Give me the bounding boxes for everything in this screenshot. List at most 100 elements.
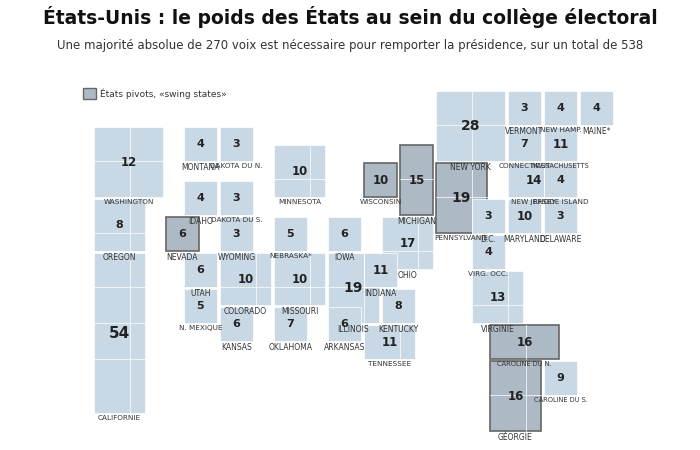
Text: MISSOURI: MISSOURI <box>281 307 318 316</box>
Text: D.C.: D.C. <box>481 235 496 244</box>
Text: KENTUCKY: KENTUCKY <box>379 325 419 334</box>
Text: CAROLINE DU N.: CAROLINE DU N. <box>497 361 552 367</box>
Text: OHIO: OHIO <box>398 271 417 280</box>
Text: MASSACHUSETTS: MASSACHUSETTS <box>531 163 589 169</box>
Text: WYOMING: WYOMING <box>218 253 256 262</box>
Bar <box>435 163 487 233</box>
Bar <box>363 163 398 197</box>
Bar <box>274 253 326 305</box>
Text: 11: 11 <box>552 138 568 150</box>
Bar <box>544 361 577 395</box>
Text: 12: 12 <box>120 156 136 168</box>
Bar <box>472 235 505 269</box>
Text: 10: 10 <box>517 210 533 222</box>
Text: 5: 5 <box>287 229 294 239</box>
Text: 4: 4 <box>197 193 204 203</box>
Bar <box>508 127 541 161</box>
Text: RHODE ISLAND: RHODE ISLAND <box>533 199 588 205</box>
Bar <box>94 127 163 197</box>
Text: 15: 15 <box>408 174 425 186</box>
Text: 6: 6 <box>197 265 204 275</box>
Bar <box>382 217 433 269</box>
Text: 4: 4 <box>484 247 492 257</box>
Bar <box>220 127 253 161</box>
Text: 4: 4 <box>556 175 564 185</box>
Bar <box>166 217 200 251</box>
Bar <box>363 325 415 359</box>
Bar <box>489 325 559 359</box>
Text: MARYLAND: MARYLAND <box>503 235 546 244</box>
Bar <box>274 145 326 197</box>
Text: 14: 14 <box>525 174 542 186</box>
Text: 16: 16 <box>508 390 524 402</box>
Text: 13: 13 <box>489 291 505 303</box>
Text: NEBRASKA*: NEBRASKA* <box>269 253 312 259</box>
Bar <box>382 289 415 323</box>
Text: États-Unis : le poids des États au sein du collège électoral: États-Unis : le poids des États au sein … <box>43 6 657 28</box>
Text: 11: 11 <box>382 336 398 348</box>
Bar <box>489 361 541 431</box>
Text: 19: 19 <box>452 191 471 205</box>
Text: CAROLINE DU S.: CAROLINE DU S. <box>533 397 587 403</box>
Bar <box>544 127 577 161</box>
Text: CALIFORNIE: CALIFORNIE <box>98 415 141 421</box>
Text: KANSAS: KANSAS <box>221 343 252 352</box>
Text: 6: 6 <box>232 319 240 329</box>
Text: MINNESOTA: MINNESOTA <box>278 199 321 205</box>
Text: 8: 8 <box>116 220 123 230</box>
Text: 16: 16 <box>517 336 533 348</box>
Text: 10: 10 <box>372 174 389 186</box>
Text: 3: 3 <box>232 229 240 239</box>
Text: 17: 17 <box>400 237 416 249</box>
Text: VIRG. OCC.: VIRG. OCC. <box>468 271 509 277</box>
Text: 28: 28 <box>461 119 480 133</box>
Text: 3: 3 <box>521 103 528 113</box>
Bar <box>220 307 253 341</box>
Text: États pivots, «swing states»: États pivots, «swing states» <box>99 88 226 99</box>
Text: 19: 19 <box>344 281 363 295</box>
Text: MICHIGAN: MICHIGAN <box>397 217 436 226</box>
Bar <box>400 145 433 215</box>
Text: 6: 6 <box>178 229 186 239</box>
Bar <box>580 91 613 125</box>
Text: 5: 5 <box>197 301 204 311</box>
Text: 6: 6 <box>341 229 349 239</box>
Text: 4: 4 <box>197 139 204 149</box>
Bar <box>183 127 218 161</box>
Bar <box>183 181 218 215</box>
Text: DELAWARE: DELAWARE <box>539 235 582 244</box>
Bar <box>94 199 146 251</box>
Text: WASHINGTON: WASHINGTON <box>104 199 154 205</box>
Bar <box>183 253 218 287</box>
Text: NEVADA: NEVADA <box>167 253 198 262</box>
Text: DAKOTA DU N.: DAKOTA DU N. <box>210 163 262 169</box>
Text: 3: 3 <box>484 211 492 221</box>
Text: 3: 3 <box>232 139 240 149</box>
Text: NEW HAMP.: NEW HAMP. <box>540 127 582 133</box>
Text: IDAHO: IDAHO <box>188 217 213 226</box>
Bar <box>508 91 541 125</box>
Text: 3: 3 <box>556 211 564 221</box>
Bar <box>83 88 96 99</box>
Text: OKLAHOMA: OKLAHOMA <box>269 343 312 352</box>
Text: Une majorité absolue de 270 voix est nécessaire pour remporter la présidence, su: Une majorité absolue de 270 voix est néc… <box>57 39 643 52</box>
Text: 10: 10 <box>237 273 253 285</box>
Text: VIRGINIE: VIRGINIE <box>481 325 514 334</box>
Text: OREGON: OREGON <box>103 253 136 262</box>
Text: COLORADO: COLORADO <box>224 307 267 316</box>
Text: GÉORGIE: GÉORGIE <box>498 433 533 442</box>
Text: 11: 11 <box>372 264 389 276</box>
Text: 10: 10 <box>291 273 307 285</box>
Bar <box>183 289 218 323</box>
Text: CONNECTICUT: CONNECTICUT <box>498 163 551 169</box>
Bar <box>508 199 541 233</box>
Text: 54: 54 <box>109 325 130 341</box>
Text: VERMONT: VERMONT <box>505 127 544 136</box>
Text: N. MEXIQUE: N. MEXIQUE <box>178 325 222 331</box>
Bar <box>472 199 505 233</box>
Bar <box>220 253 272 305</box>
Text: 7: 7 <box>521 139 528 149</box>
Bar <box>328 307 361 341</box>
Bar <box>363 253 398 287</box>
Bar <box>435 91 505 161</box>
